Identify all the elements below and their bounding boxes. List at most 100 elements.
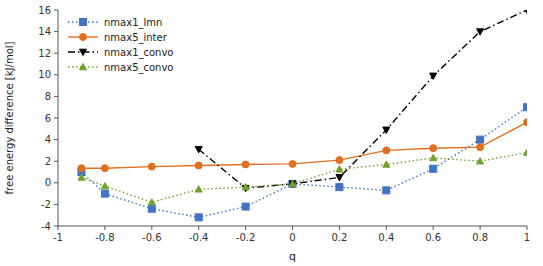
legend-marker: [80, 34, 87, 41]
series-line: [81, 122, 527, 168]
x-tick-label: -0.4: [189, 232, 209, 243]
data-point: [430, 154, 437, 160]
series-line: [81, 153, 527, 203]
data-point: [289, 180, 296, 187]
x-tick-label: -1: [53, 232, 63, 243]
data-point: [383, 187, 390, 194]
data-point: [524, 149, 528, 155]
x-tick-label: 0.2: [331, 232, 347, 243]
data-point: [477, 158, 484, 164]
x-tick-label: 0: [289, 232, 295, 243]
y-tick: [54, 161, 58, 162]
data-point: [148, 163, 155, 170]
data-point: [524, 104, 528, 111]
x-tick: [339, 226, 340, 230]
y-tick-label: 8: [45, 91, 51, 102]
data-point: [477, 29, 484, 35]
series: [195, 10, 527, 192]
x-tick-label: -0.6: [142, 232, 162, 243]
y-tick-label: 16: [38, 5, 51, 16]
x-tick-label: 1: [524, 232, 530, 243]
legend-marker: [80, 49, 87, 55]
x-tick: [480, 226, 481, 230]
data-point: [477, 144, 484, 151]
x-tick: [104, 226, 105, 230]
x-tick-label: -0.2: [236, 232, 256, 243]
y-tick: [54, 226, 58, 227]
data-point: [148, 199, 155, 205]
data-point: [336, 175, 343, 181]
data-point: [383, 127, 390, 133]
series-line: [81, 107, 527, 217]
data-point: [336, 184, 343, 191]
legend-label: nmax5_inter: [104, 32, 168, 44]
plot-area: [78, 10, 527, 221]
data-point: [524, 10, 528, 14]
data-point: [477, 136, 484, 143]
series: [78, 104, 527, 221]
legend-label: nmax5_convo: [104, 62, 173, 74]
series: [78, 119, 527, 172]
legend: nmax1_lmn nmax5_inter nmax1_convo nmax5_con…: [68, 17, 173, 74]
y-tick: [54, 31, 58, 32]
data-point: [242, 161, 249, 168]
y-tick: [54, 74, 58, 75]
y-tick: [54, 139, 58, 140]
chart: -1-0.8-0.6-0.4-0.200.20.40.60.81-4-20246…: [0, 0, 543, 266]
data-point: [195, 214, 202, 221]
x-axis-label: q: [289, 250, 296, 263]
data-point: [336, 166, 343, 172]
y-tick-label: 14: [38, 26, 51, 37]
y-tick-label: -2: [41, 199, 51, 210]
data-point: [101, 165, 108, 172]
data-point: [78, 174, 85, 180]
data-point: [101, 183, 108, 189]
data-point: [242, 203, 249, 210]
data-point: [195, 162, 202, 169]
data-point: [195, 147, 202, 153]
data-point: [383, 147, 390, 154]
x-tick: [433, 226, 434, 230]
y-tick-label: 0: [45, 177, 51, 188]
legend-label: nmax1_lmn: [104, 17, 162, 29]
x-tick: [151, 226, 152, 230]
x-tick: [292, 226, 293, 230]
series-line: [199, 10, 527, 188]
x-tick-label: 0.6: [425, 232, 441, 243]
x-tick: [386, 226, 387, 230]
legend-marker: [80, 19, 87, 26]
data-point: [524, 119, 528, 126]
legend-marker: [80, 64, 87, 70]
y-tick: [54, 96, 58, 97]
x-tick: [527, 226, 528, 230]
y-tick-label: 12: [38, 48, 51, 59]
data-point: [430, 73, 437, 79]
data-point: [289, 160, 296, 167]
data-point: [289, 181, 296, 187]
y-tick-label: 4: [45, 134, 51, 145]
x-tick-label: 0.4: [378, 232, 394, 243]
data-point: [430, 165, 437, 172]
data-point: [101, 190, 108, 197]
y-tick: [54, 10, 58, 11]
y-tick: [54, 182, 58, 183]
y-axis-label: free energy difference [kJ/mol]: [4, 41, 15, 194]
series: [78, 149, 527, 205]
axes: -1-0.8-0.6-0.4-0.200.20.40.60.81-4-20246…: [38, 5, 530, 244]
data-point: [430, 145, 437, 152]
x-tick-label: -0.8: [95, 232, 115, 243]
data-point: [289, 180, 296, 186]
data-point: [78, 165, 85, 172]
data-point: [195, 186, 202, 192]
x-tick: [58, 226, 59, 230]
y-tick: [54, 118, 58, 119]
y-tick-label: -4: [41, 221, 51, 232]
y-tick: [54, 204, 58, 205]
data-point: [148, 205, 155, 212]
data-point: [336, 157, 343, 164]
y-tick: [54, 53, 58, 54]
data-point: [383, 161, 390, 167]
legend-label: nmax1_convo: [104, 47, 173, 59]
x-tick: [198, 226, 199, 230]
y-tick-label: 10: [38, 69, 51, 80]
